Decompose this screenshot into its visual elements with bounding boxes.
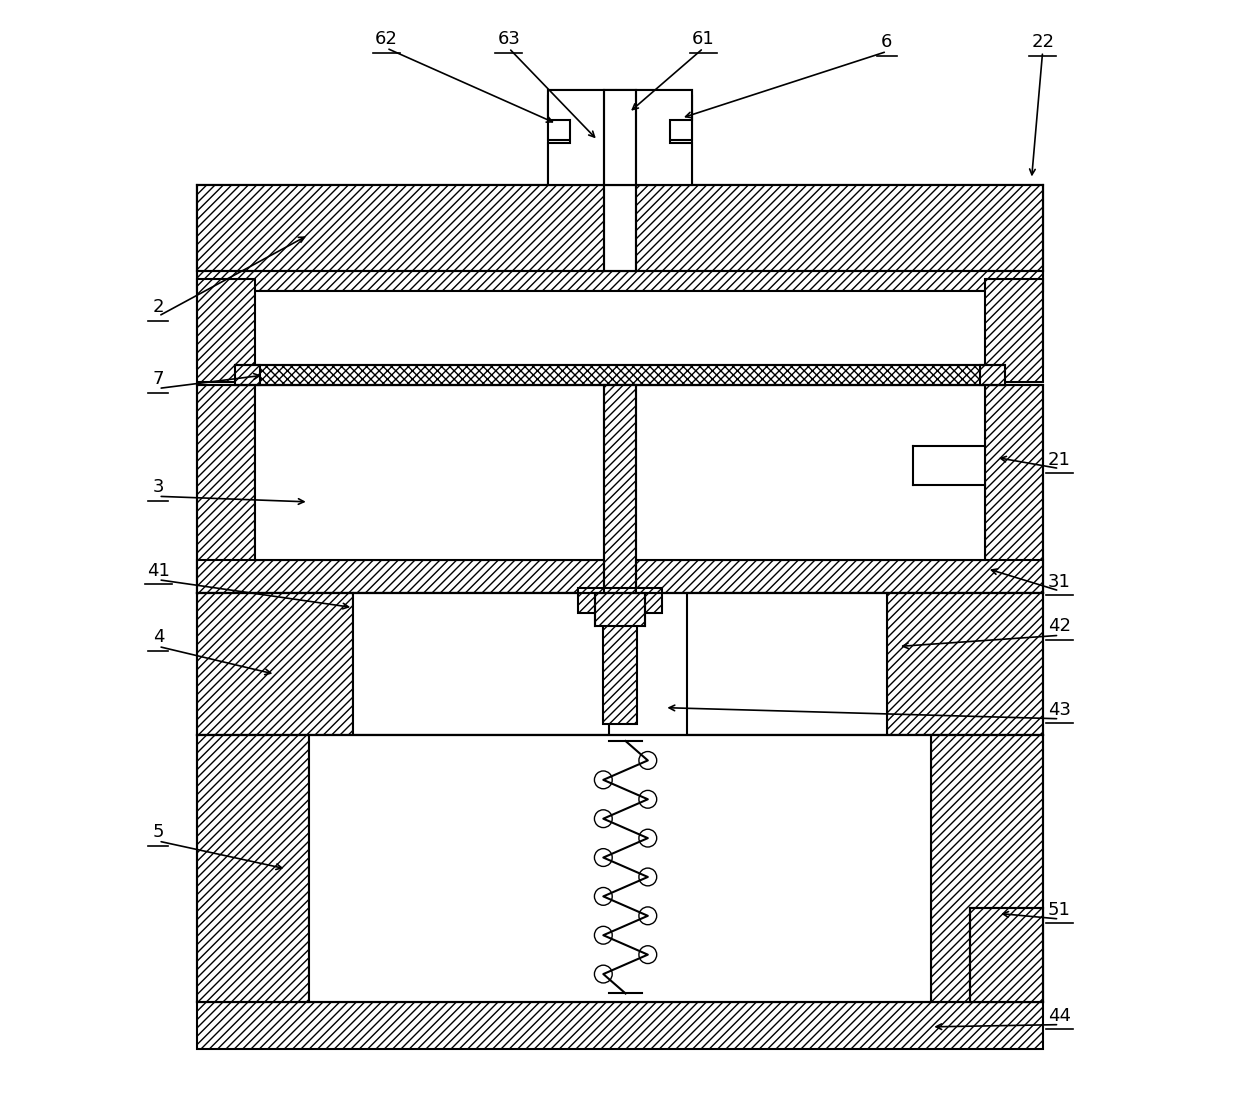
Text: 21: 21 [1048, 450, 1071, 468]
Text: 3: 3 [153, 478, 164, 496]
Text: 63: 63 [497, 30, 521, 48]
Bar [197, 1002, 1043, 1049]
Bar [595, 593, 645, 627]
Bar [687, 593, 887, 736]
Text: 31: 31 [1048, 573, 1071, 591]
Bar [604, 185, 636, 271]
Bar [236, 365, 259, 385]
Bar [985, 280, 1043, 381]
Text: 22: 22 [1032, 33, 1054, 51]
Bar [197, 736, 309, 1002]
Bar [604, 385, 636, 593]
Text: 6: 6 [882, 33, 893, 51]
Bar [604, 90, 636, 185]
Bar [353, 593, 609, 736]
Bar [668, 96, 692, 140]
Bar [309, 736, 931, 1002]
Text: 51: 51 [1048, 901, 1071, 919]
Bar [548, 90, 692, 185]
Bar [197, 385, 255, 593]
Bar [253, 291, 987, 379]
Text: 7: 7 [153, 370, 164, 388]
Text: 42: 42 [1048, 618, 1071, 636]
Text: 41: 41 [148, 562, 170, 580]
Bar [578, 588, 662, 613]
Text: 62: 62 [374, 30, 398, 48]
Bar [931, 736, 1043, 1002]
Text: 5: 5 [153, 823, 164, 841]
Bar [604, 385, 636, 593]
Bar [255, 385, 985, 560]
Text: 44: 44 [1048, 1007, 1071, 1025]
Bar [197, 593, 353, 736]
Bar [197, 560, 1043, 593]
Text: 2: 2 [153, 298, 164, 317]
Bar [548, 96, 572, 140]
Text: 4: 4 [153, 629, 164, 647]
Bar [971, 908, 1043, 1002]
Text: 61: 61 [692, 30, 714, 48]
Bar [981, 365, 1004, 385]
Bar [197, 185, 1043, 291]
Bar [197, 280, 255, 381]
Bar [604, 608, 636, 725]
Bar [887, 593, 1043, 736]
Bar [985, 385, 1043, 593]
Text: 43: 43 [1048, 700, 1071, 719]
Polygon shape [548, 90, 692, 185]
Bar [197, 185, 1043, 271]
Bar [255, 365, 985, 385]
